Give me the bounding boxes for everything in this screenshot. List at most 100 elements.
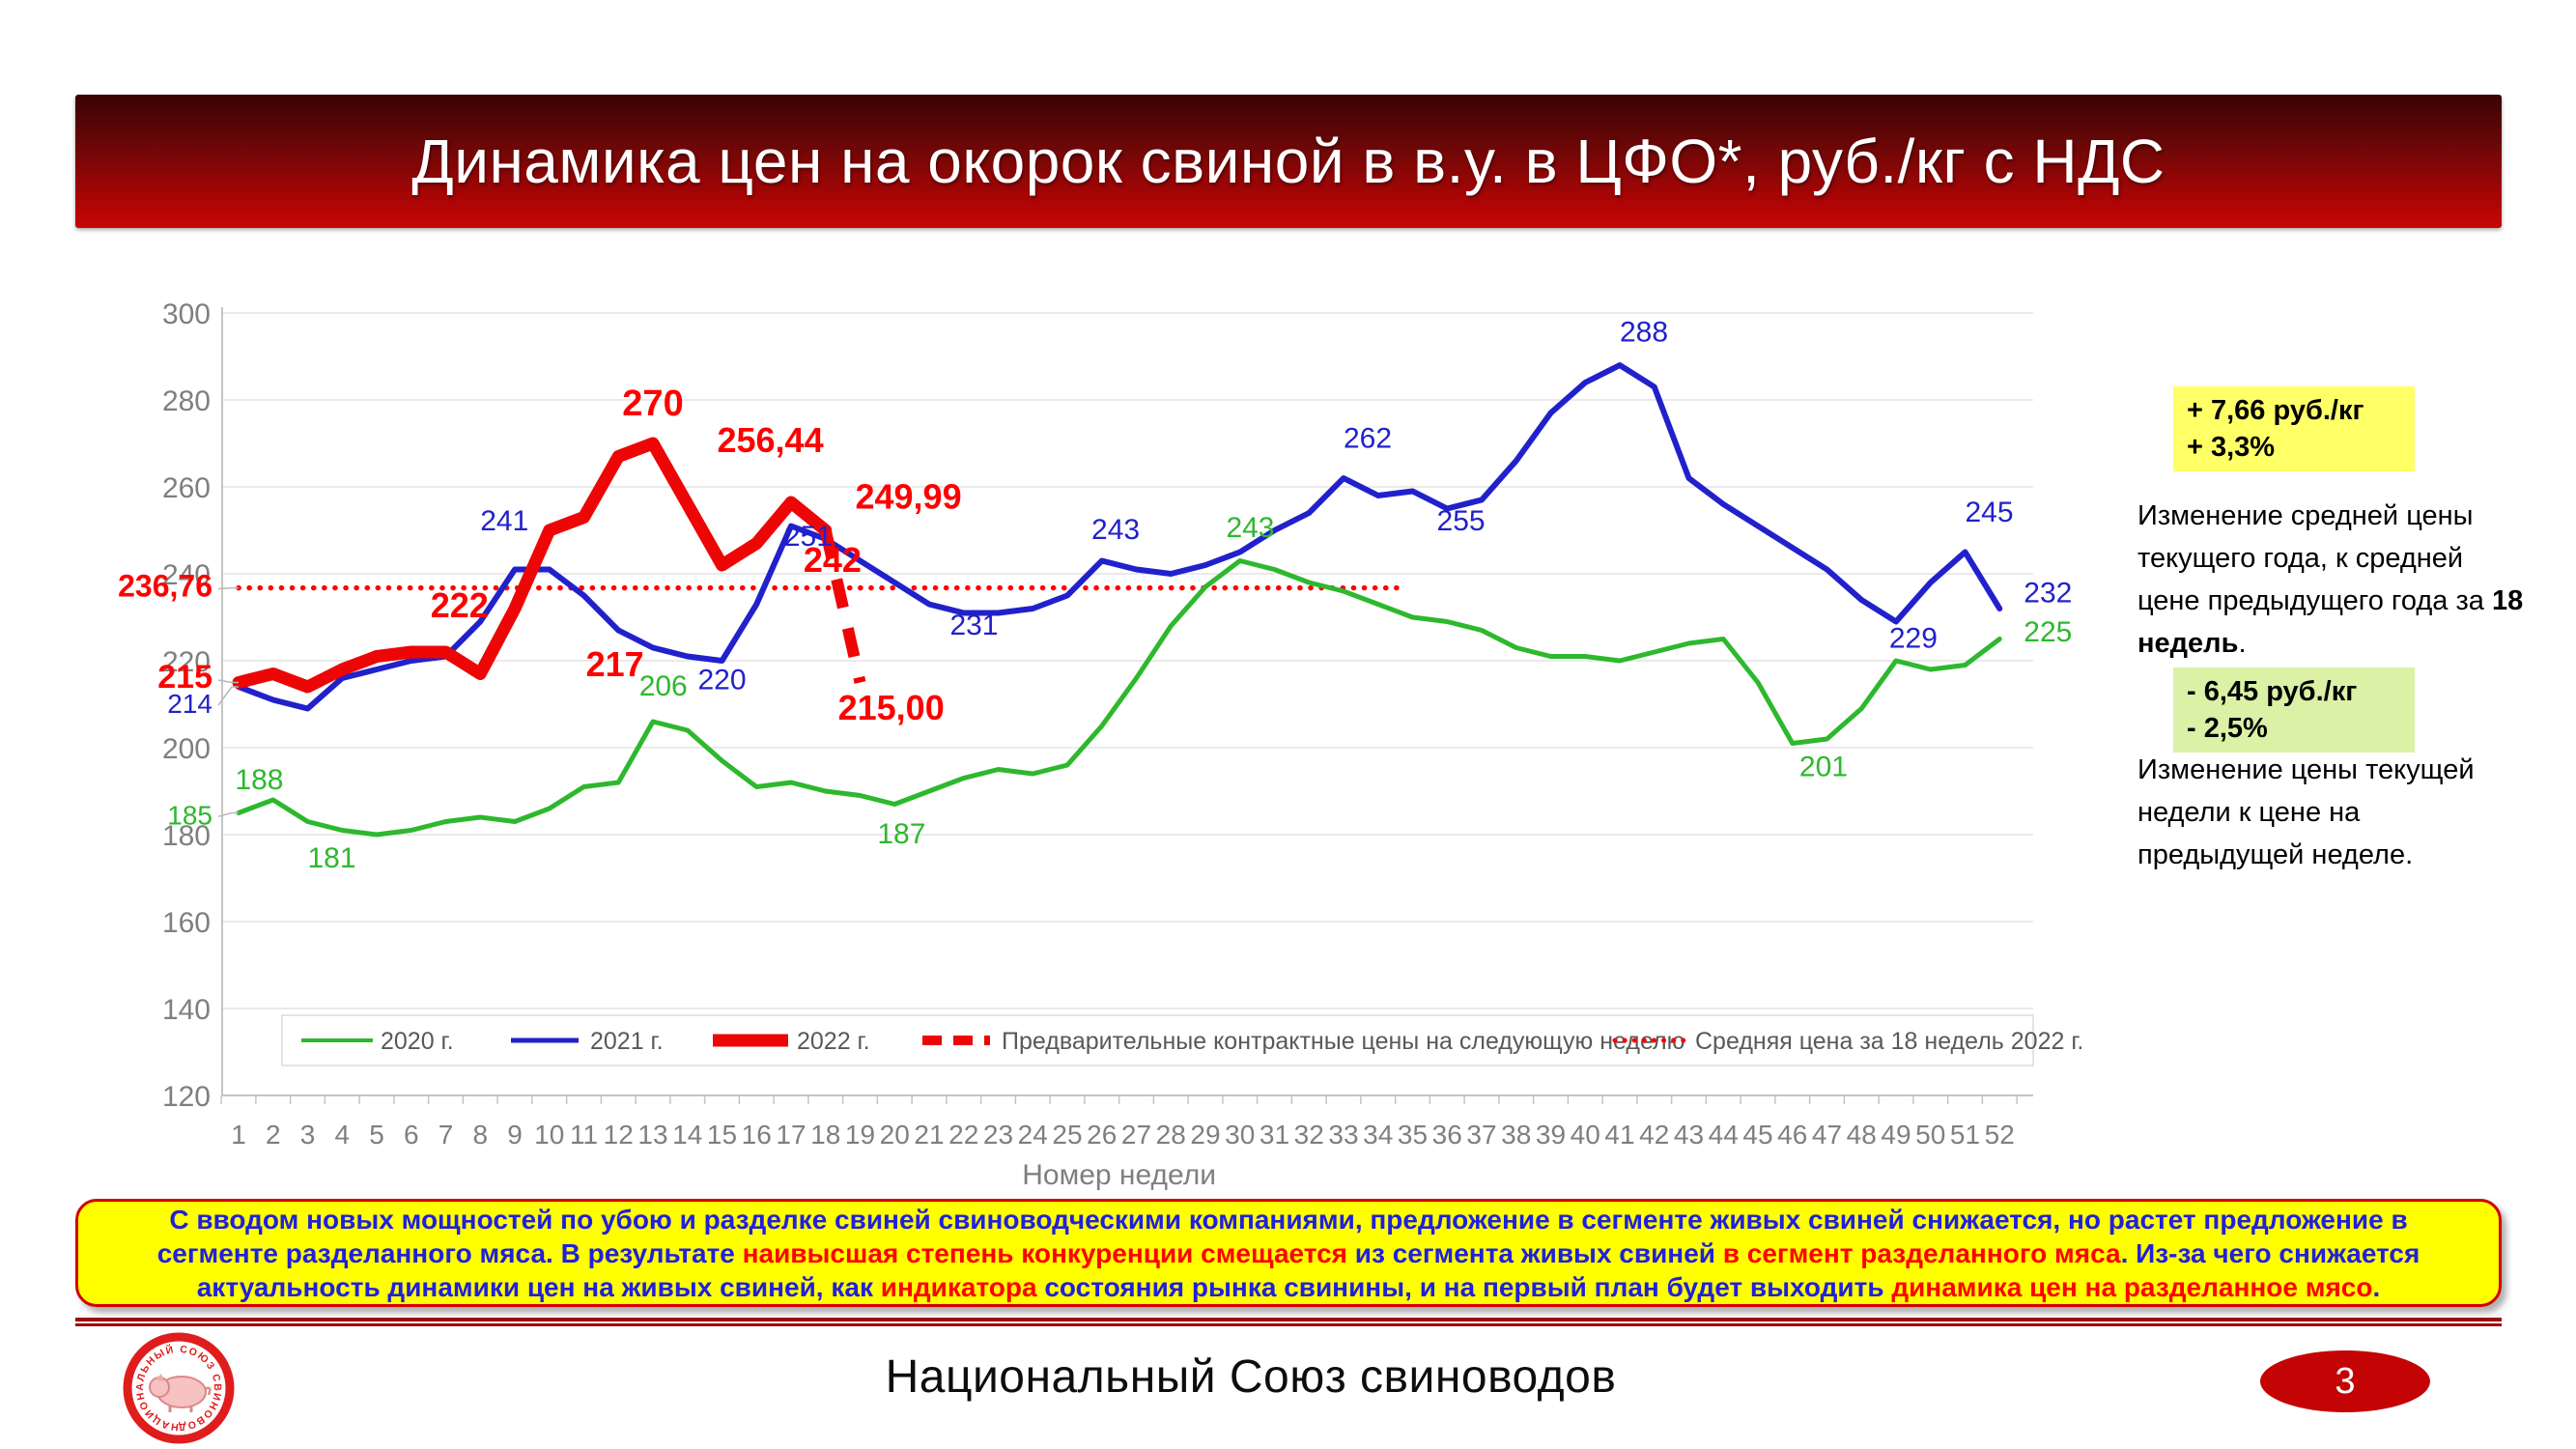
svg-text:11: 11: [570, 1120, 598, 1150]
svg-text:180: 180: [162, 820, 211, 852]
page-number-badge: 3: [2260, 1350, 2430, 1412]
svg-text:2022 г.: 2022 г.: [797, 1028, 870, 1055]
svg-text:26: 26: [1087, 1120, 1117, 1150]
svg-text:14: 14: [672, 1120, 702, 1150]
svg-text:32: 32: [1294, 1120, 1324, 1150]
svg-text:51: 51: [1950, 1120, 1980, 1150]
market-comment-box: С вводом новых мощностей по убою и разде…: [75, 1199, 2502, 1307]
svg-text:27: 27: [1121, 1120, 1151, 1150]
page-title: Динамика цен на окорок свиной в в.у. в Ц…: [411, 127, 2166, 196]
svg-text:241: 241: [480, 505, 528, 537]
svg-text:42: 42: [1639, 1120, 1669, 1150]
svg-text:50: 50: [1915, 1120, 1945, 1150]
svg-text:43: 43: [1674, 1120, 1704, 1150]
svg-text:5: 5: [369, 1120, 384, 1150]
svg-text:38: 38: [1501, 1120, 1531, 1150]
svg-text:222: 222: [431, 585, 489, 625]
svg-text:242: 242: [804, 540, 862, 580]
svg-text:140: 140: [162, 994, 211, 1026]
svg-text:245: 245: [1965, 497, 2013, 528]
svg-text:Номер недели: Номер недели: [1022, 1159, 1216, 1191]
svg-text:2: 2: [266, 1120, 281, 1150]
svg-text:24: 24: [1018, 1120, 1048, 1150]
svg-text:215: 215: [157, 659, 212, 696]
svg-text:225: 225: [2024, 616, 2072, 648]
svg-text:31: 31: [1260, 1120, 1289, 1150]
svg-text:23: 23: [983, 1120, 1013, 1150]
svg-text:188: 188: [235, 764, 283, 796]
svg-text:39: 39: [1536, 1120, 1566, 1150]
svg-text:21: 21: [914, 1120, 944, 1150]
svg-text:44: 44: [1709, 1120, 1739, 1150]
svg-text:2020 г.: 2020 г.: [381, 1028, 454, 1055]
svg-text:19: 19: [845, 1120, 875, 1150]
yoy-change-rub: + 7,66 руб./кг: [2187, 395, 2364, 426]
svg-text:15: 15: [707, 1120, 737, 1150]
svg-text:249,99: 249,99: [855, 477, 961, 517]
svg-text:40: 40: [1571, 1120, 1600, 1150]
svg-text:29: 29: [1190, 1120, 1220, 1150]
wow-change-box: - 6,45 руб./кг - 2,5%: [2173, 668, 2415, 753]
svg-text:52: 52: [1985, 1120, 2015, 1150]
svg-text:214: 214: [167, 689, 212, 719]
svg-text:270: 270: [622, 384, 683, 424]
svg-text:33: 33: [1328, 1120, 1358, 1150]
svg-text:10: 10: [534, 1120, 564, 1150]
nss-logo: НАЦИОНАЛЬНЫЙ СОЮЗ СВИНОВОДОВ: [122, 1331, 235, 1444]
wow-change-rub: - 6,45 руб./кг: [2187, 676, 2358, 707]
svg-text:206: 206: [639, 670, 688, 702]
svg-text:47: 47: [1812, 1120, 1842, 1150]
svg-text:251: 251: [784, 521, 833, 553]
svg-text:229: 229: [1889, 623, 1938, 655]
svg-text:45: 45: [1742, 1120, 1772, 1150]
svg-text:120: 120: [162, 1081, 211, 1113]
svg-text:46: 46: [1777, 1120, 1807, 1150]
svg-text:232: 232: [2024, 577, 2072, 609]
svg-text:4: 4: [334, 1120, 350, 1150]
svg-text:260: 260: [162, 472, 211, 504]
svg-text:28: 28: [1156, 1120, 1186, 1150]
svg-text:243: 243: [1091, 514, 1140, 546]
svg-text:34: 34: [1363, 1120, 1393, 1150]
page-number: 3: [2335, 1360, 2356, 1402]
svg-text:16: 16: [742, 1120, 772, 1150]
svg-text:187: 187: [877, 818, 925, 850]
wow-change-note: Изменение цены текущей недели к цене на …: [2137, 754, 2475, 870]
svg-text:236,76: 236,76: [118, 569, 212, 604]
svg-text:49: 49: [1881, 1120, 1911, 1150]
svg-text:220: 220: [697, 664, 746, 696]
svg-text:7: 7: [439, 1120, 454, 1150]
svg-text:181: 181: [307, 842, 355, 874]
svg-text:300: 300: [162, 298, 211, 330]
svg-text:22: 22: [948, 1120, 978, 1150]
svg-text:220: 220: [162, 646, 211, 678]
svg-text:25: 25: [1052, 1120, 1082, 1150]
svg-text:255: 255: [1437, 505, 1486, 537]
svg-text:243: 243: [1226, 512, 1274, 544]
svg-text:Предварительные контрактные це: Предварительные контрактные цены на след…: [1002, 1028, 1684, 1055]
footer-separator: [75, 1318, 2502, 1326]
svg-text:201: 201: [1799, 751, 1848, 782]
svg-text:231: 231: [949, 610, 998, 641]
yoy-change-box: + 7,66 руб./кг + 3,3%: [2173, 386, 2415, 471]
svg-text:36: 36: [1432, 1120, 1462, 1150]
svg-text:215,00: 215,00: [838, 688, 945, 727]
svg-text:217: 217: [586, 644, 644, 684]
svg-text:48: 48: [1847, 1120, 1877, 1150]
market-comment-text: С вводом новых мощностей по убою и разде…: [156, 1204, 2420, 1302]
svg-text:13: 13: [637, 1120, 667, 1150]
svg-text:262: 262: [1344, 423, 1392, 455]
svg-text:35: 35: [1398, 1120, 1428, 1150]
svg-text:2021 г.: 2021 г.: [590, 1028, 664, 1055]
svg-text:12: 12: [604, 1120, 634, 1150]
yoy-change-pct: + 3,3%: [2187, 432, 2276, 463]
svg-text:18: 18: [810, 1120, 840, 1150]
svg-text:17: 17: [776, 1120, 806, 1150]
title-banner: Динамика цен на окорок свиной в в.у. в Ц…: [75, 95, 2502, 228]
svg-text:1: 1: [231, 1120, 246, 1150]
svg-text:288: 288: [1620, 316, 1668, 348]
svg-text:160: 160: [162, 907, 211, 939]
svg-text:256,44: 256,44: [717, 420, 823, 460]
